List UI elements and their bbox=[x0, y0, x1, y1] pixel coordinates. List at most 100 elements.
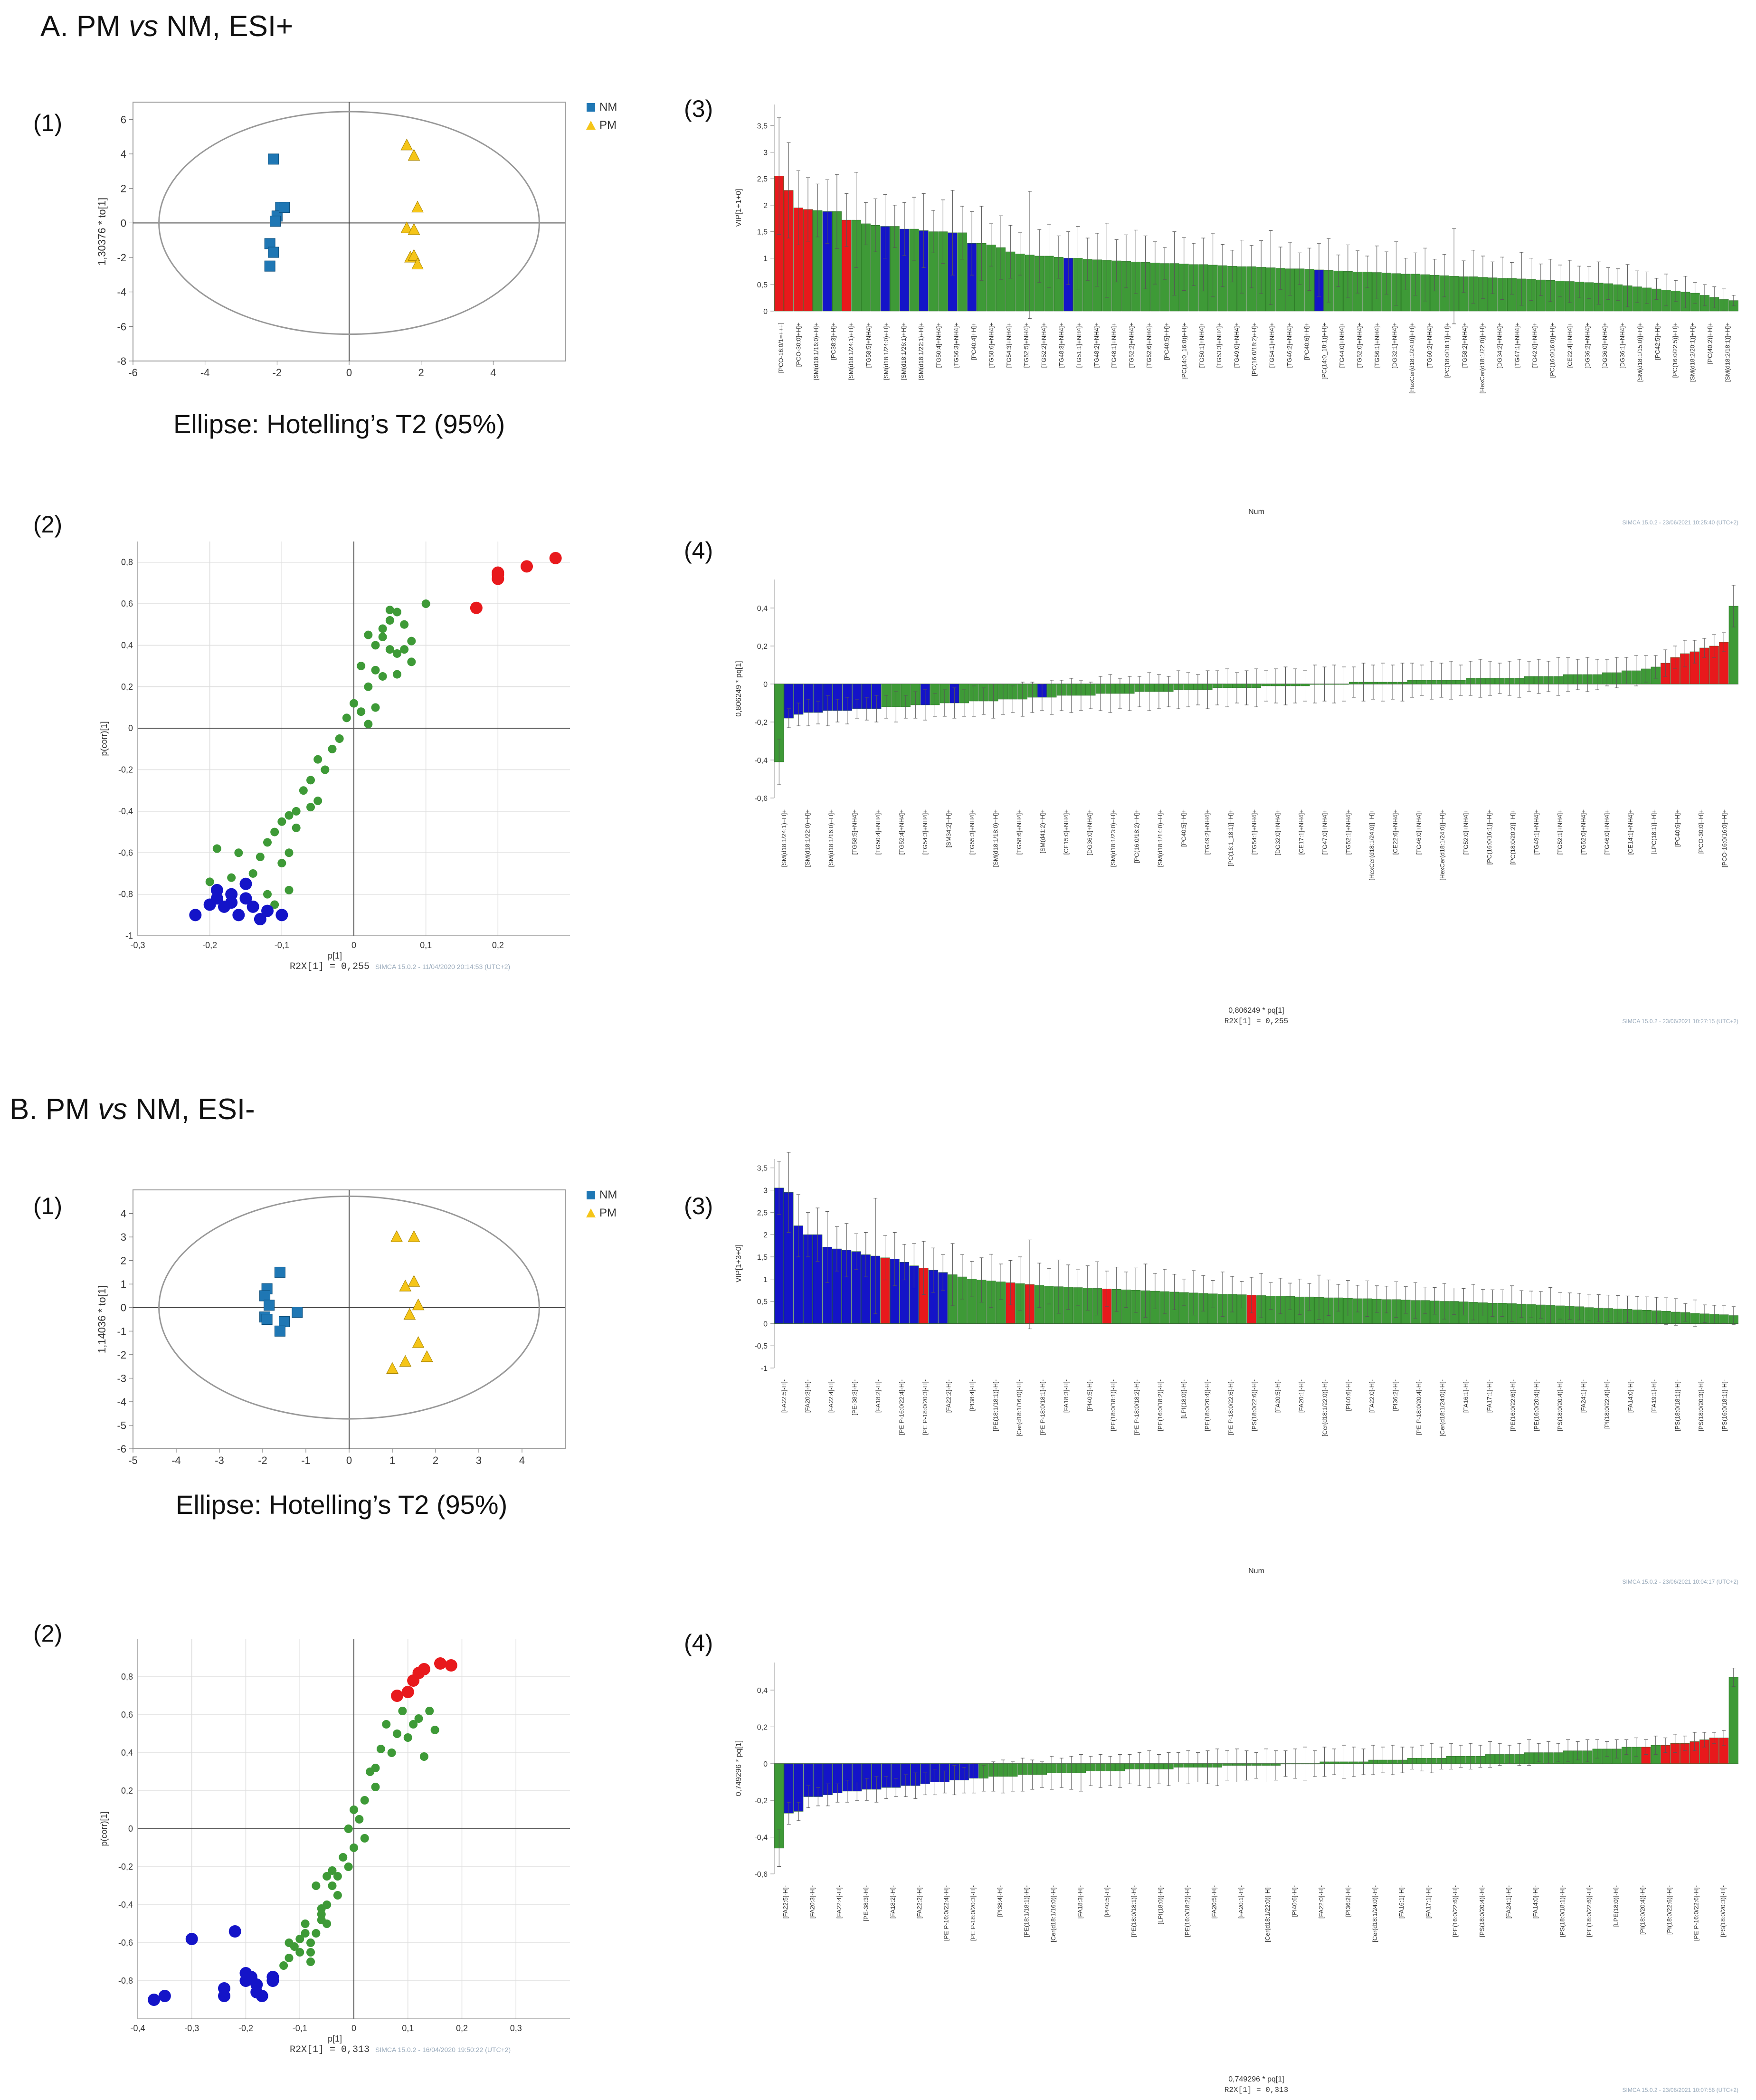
y-tick-label: 2,5 bbox=[757, 175, 768, 183]
category-label: [PE(16:0/20:4)]-H]- bbox=[1533, 1379, 1540, 1431]
blue-point bbox=[247, 900, 259, 913]
pm-point bbox=[408, 1230, 420, 1242]
green-point bbox=[393, 1729, 401, 1738]
category-label: [FA17:1]-H]- bbox=[1486, 1379, 1493, 1413]
green-point bbox=[364, 720, 373, 729]
green-point bbox=[407, 657, 416, 666]
category-label: [FA22:0]-H]- bbox=[1318, 1885, 1325, 1919]
category-label: [PCO-30:0]+H]+ bbox=[795, 323, 802, 367]
category-label: [SM(d18:1/24:0)+H]+ bbox=[883, 323, 890, 380]
category-label: [PC(16:0/22:5)]+H]+ bbox=[1671, 323, 1679, 378]
x-tick-label: -1 bbox=[301, 1454, 311, 1466]
category-label: [PE P-16:0/22:4]-H]- bbox=[898, 1379, 905, 1435]
y-tick-label: 0,5 bbox=[757, 1298, 768, 1306]
r2x-annotation: R2X[1] = 0,313 bbox=[1224, 2086, 1288, 2094]
y-tick-label: -1 bbox=[761, 1365, 768, 1373]
green-point bbox=[376, 1745, 385, 1753]
legend-pm-swatch bbox=[586, 121, 596, 130]
chart-a3-vip-plot: 0 0,5 1 1,5 2 2,5 3 3,5 VIP[1+1+0] [PCO-16:0/1=++… bbox=[722, 95, 1743, 527]
legend-nm-swatch bbox=[587, 1191, 595, 1199]
category-label: [PE P-18:0/20:3]-H]- bbox=[969, 1885, 977, 1941]
chart-b2-s-plot: -0,4 -0,3 -0,2 -0,1 0 0,1 0,2 0,3 -0,8 -0,6 -0,4 -0… bbox=[95, 1634, 579, 2062]
category-label: [TG52:2]+NH4]+ bbox=[1128, 323, 1135, 368]
category-label: [LPI(18:0)]-H]- bbox=[1157, 1885, 1164, 1924]
y-tick-label: -0,2 bbox=[754, 1797, 768, 1805]
category-label: [PC(18:0/20:2)]+H]+ bbox=[1509, 809, 1517, 865]
green-point bbox=[357, 707, 366, 716]
section-a-suffix: NM, ESI+ bbox=[158, 10, 294, 43]
green-point bbox=[306, 1938, 315, 1947]
red-point bbox=[434, 1657, 446, 1670]
x-tick-label: -0,2 bbox=[238, 2024, 253, 2033]
y-axis-label: p(corr)[1] bbox=[99, 1811, 109, 1846]
category-label: [TG58:6]+NH4]+ bbox=[987, 323, 995, 368]
y-tick-label: -0,2 bbox=[118, 1862, 133, 1872]
panel-label-a2: (2) bbox=[33, 511, 63, 538]
y-tick-label: -8 bbox=[117, 355, 126, 367]
category-label: [HexCer(d18:1/24:0)]+H]+ bbox=[1408, 323, 1415, 394]
green-point bbox=[371, 665, 380, 675]
category-label: [FA22:4]-H]- bbox=[835, 1885, 843, 1919]
x-tick-label: 0 bbox=[351, 2024, 356, 2033]
x-tick-label: -0,1 bbox=[275, 941, 289, 950]
category-label: [SM(d18:1/14:0)+H]+ bbox=[1157, 809, 1164, 867]
legend-label: NM bbox=[599, 1188, 617, 1201]
green-point bbox=[409, 1720, 418, 1729]
category-label: [SM(d18:1/24:1)+H]+ bbox=[780, 809, 788, 867]
y-tick-label: -0,8 bbox=[118, 890, 133, 899]
y-tick-label: 0,8 bbox=[121, 558, 133, 567]
category-label: [TG49:1]+NH4]+ bbox=[1533, 809, 1540, 855]
category-label: [PI40:6]-H]- bbox=[1291, 1885, 1298, 1917]
category-label: [PE-38:3]-H]- bbox=[851, 1379, 858, 1416]
category-label: [LPC(18:1)]+H]+ bbox=[1651, 809, 1658, 855]
category-label: [FA14:0]-H]- bbox=[1627, 1379, 1634, 1413]
category-label: [FA18:2]-H]- bbox=[874, 1379, 882, 1413]
category-label: [FA18:3]-H]- bbox=[1063, 1379, 1070, 1413]
y-tick-label: -0,5 bbox=[754, 1342, 768, 1350]
category-label: [PI(18:0/22:6)]-H]- bbox=[1666, 1885, 1673, 1935]
y-tick-label: 2,5 bbox=[757, 1209, 768, 1217]
x-tick-label: -6 bbox=[128, 367, 138, 379]
category-label: [SM34:2]+H]+ bbox=[945, 809, 952, 847]
category-label: [PE P-18:0/18:2]-H]- bbox=[1133, 1379, 1140, 1435]
green-point bbox=[270, 827, 279, 836]
green-point bbox=[227, 873, 236, 882]
red-point bbox=[418, 1663, 430, 1675]
green-point bbox=[299, 786, 308, 795]
blue-point bbox=[250, 1986, 263, 1998]
y-tick-label: 0,4 bbox=[757, 1687, 768, 1695]
blue-point bbox=[148, 1994, 161, 2006]
category-label: [PE P-18:0/22:6]-H]- bbox=[1227, 1379, 1234, 1435]
y-tick-label: -0,4 bbox=[118, 807, 133, 816]
y-tick-label: 0,2 bbox=[757, 1723, 768, 1731]
category-label: [PC40:4]+H]+ bbox=[970, 323, 977, 360]
ellipse-caption-b: Ellipse: Hotelling’s T2 (95%) bbox=[176, 1490, 508, 1520]
section-b-vs: vs bbox=[98, 1093, 128, 1126]
category-label: [PE P-16:0/22:6]-H]- bbox=[1692, 1885, 1699, 1941]
y-tick-label: 0,6 bbox=[121, 599, 133, 608]
category-label: [PCO-16:0/16:0]+H]+ bbox=[1721, 809, 1728, 867]
y-tick-label: 0,4 bbox=[121, 640, 133, 650]
green-point bbox=[306, 803, 315, 812]
category-label: [PE(16:0/18:2)]-H]- bbox=[1184, 1885, 1191, 1937]
green-point bbox=[400, 620, 409, 629]
category-label: [TG52:2]+NH4]+ bbox=[1040, 323, 1047, 368]
category-label: [SM(d18:1/26:1)+H]+ bbox=[900, 323, 907, 380]
y-tick-label: 2 bbox=[763, 1231, 768, 1239]
blue-point bbox=[239, 1967, 252, 1979]
section-b-prefix: B. PM bbox=[9, 1093, 98, 1126]
category-label: [TG54:3]+NH4]+ bbox=[921, 809, 929, 855]
y-tick-label: -0,4 bbox=[118, 1900, 133, 1910]
green-point bbox=[393, 608, 401, 617]
green-point bbox=[234, 848, 243, 857]
blue-point bbox=[158, 1990, 171, 2002]
green-point bbox=[321, 765, 330, 774]
y-tick-label: -0,2 bbox=[118, 765, 133, 775]
x-tick-label: -0,3 bbox=[184, 2024, 199, 2033]
y-tick-label: 0 bbox=[121, 217, 126, 229]
green-point bbox=[292, 823, 301, 832]
blue-point bbox=[239, 892, 252, 905]
green-point bbox=[371, 703, 380, 712]
green-point bbox=[205, 877, 214, 886]
blue-point bbox=[185, 1933, 198, 1945]
